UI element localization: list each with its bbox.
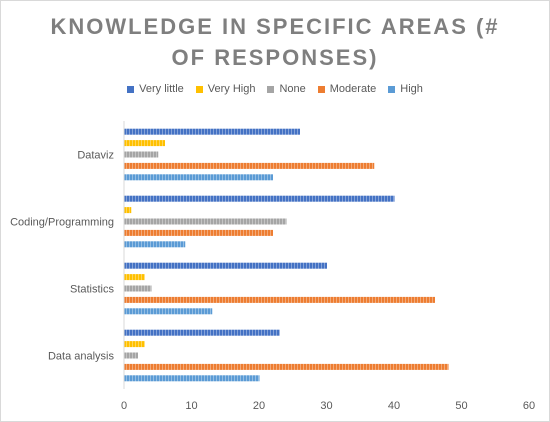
bar (124, 274, 145, 281)
legend-swatch (317, 85, 325, 93)
legend-label: Very High (207, 83, 256, 95)
bar (124, 329, 280, 336)
bar (124, 151, 159, 158)
legend-item: Very High (195, 83, 256, 95)
bar (124, 195, 395, 202)
bar (124, 174, 273, 181)
legend-swatch (388, 85, 396, 93)
bar (124, 375, 260, 382)
legend-swatch (195, 85, 203, 93)
y-tick-label: Coding/Programming (10, 217, 114, 229)
bar (124, 341, 145, 348)
bar (124, 285, 152, 292)
x-tick-label: 40 (388, 400, 400, 412)
legend-item: None (267, 83, 306, 95)
bar (124, 128, 300, 135)
legend-swatch (267, 85, 275, 93)
bar (124, 296, 435, 303)
bar (124, 308, 213, 315)
bar (124, 241, 186, 248)
x-tick-label: 10 (185, 400, 197, 412)
x-tick-label: 0 (121, 400, 127, 412)
x-tick-label: 30 (320, 400, 332, 412)
bar (124, 229, 273, 236)
x-tick-label: 50 (455, 400, 467, 412)
legend-label: High (400, 83, 423, 95)
bar (124, 218, 287, 225)
y-tick-label: Data analysis (48, 351, 115, 363)
bar (124, 262, 327, 269)
legend-label: Very little (139, 83, 184, 95)
x-tick-label: 20 (253, 400, 265, 412)
bar (124, 363, 449, 370)
chart-title: KNOWLEDGE IN SPECIFIC AREAS (# OF RESPON… (1, 11, 549, 73)
chart-title-line-2: OF RESPONSES) (171, 45, 379, 70)
legend-item: High (388, 83, 423, 95)
bar (124, 352, 138, 359)
chart-legend: Very little Very High None Moderate High (1, 83, 549, 95)
y-tick-label: Dataviz (77, 150, 114, 162)
x-tick-label: 60 (523, 400, 535, 412)
legend-label: None (279, 83, 306, 95)
y-tick-label: Statistics (70, 284, 115, 296)
bar (124, 207, 132, 214)
legend-item: Very little (127, 83, 184, 95)
legend-item: Moderate (317, 83, 377, 95)
bar (124, 140, 165, 147)
legend-swatch (127, 85, 135, 93)
legend-label: Moderate (329, 83, 377, 95)
bar (124, 162, 375, 169)
chart-title-line-1: KNOWLEDGE IN SPECIFIC AREAS (# (50, 14, 500, 39)
